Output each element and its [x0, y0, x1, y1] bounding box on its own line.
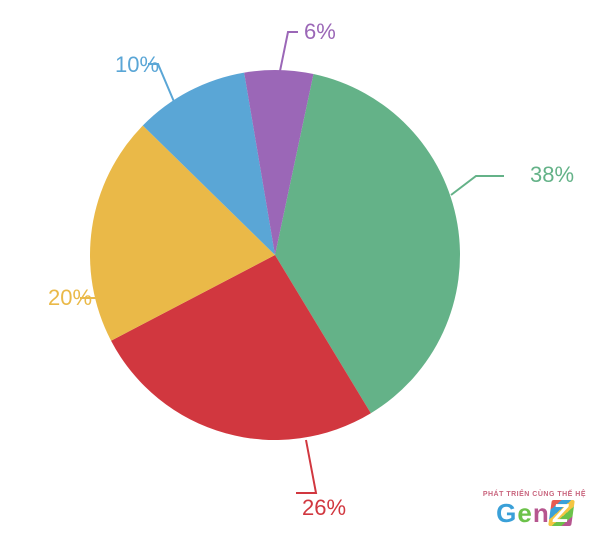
leader-line	[296, 440, 316, 493]
slice-label: 26%	[302, 495, 346, 520]
logo-text: GenZ	[483, 500, 586, 526]
pie-chart-container: 38% 26% 20% 10% 6% PHÁT TRIỂN CÙNG THẾ HỆ Ge…	[0, 0, 600, 540]
slice-label: 6%	[304, 19, 336, 44]
pie-chart: 38% 26% 20% 10% 6%	[0, 0, 600, 540]
leader-line	[451, 176, 504, 195]
leader-line	[280, 32, 298, 71]
slice-label: 20%	[48, 285, 92, 310]
slice-label: 10%	[115, 52, 159, 77]
logo-tagline: PHÁT TRIỂN CÙNG THẾ HỆ	[483, 491, 586, 498]
slice-label: 38%	[530, 162, 574, 187]
genz-logo: PHÁT TRIỂN CÙNG THẾ HỆ GenZ	[483, 491, 586, 526]
